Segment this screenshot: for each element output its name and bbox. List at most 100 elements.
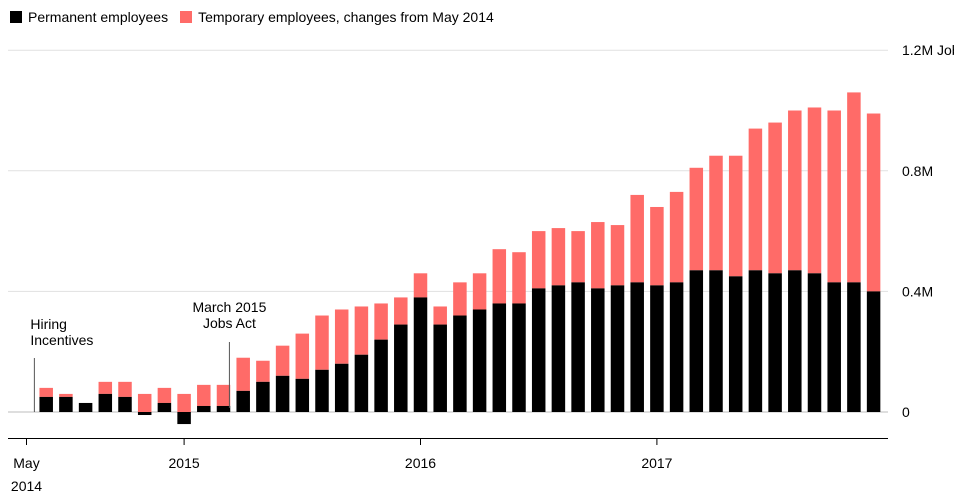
bar-permanent-10 (236, 390, 250, 412)
y-tick-label-1: 0.8M (902, 163, 933, 179)
bar-temporary-38 (788, 110, 802, 271)
bar-permanent-19 (413, 297, 428, 412)
bar-permanent-12 (275, 375, 290, 412)
bar-temporary-29 (610, 225, 625, 286)
y-tick-label-0: 1.2M Jobs (902, 42, 954, 58)
bar-temporary-15 (334, 309, 349, 364)
legend-item-temporary: Temporary employees, changes from May 20… (180, 9, 494, 25)
bar-permanent-2 (78, 402, 93, 412)
x-tick-label-0: May (13, 455, 39, 471)
bar-temporary-40 (827, 110, 841, 283)
annotation-0-line-0: Hiring (30, 316, 67, 332)
bar-temporary-23 (492, 249, 507, 304)
legend-swatch-temporary (180, 11, 193, 23)
bar-temporary-28 (591, 222, 605, 289)
bar-permanent-39 (807, 273, 822, 412)
bar-temporary-6 (157, 387, 172, 403)
bar-permanent-20 (433, 324, 447, 412)
bar-permanent-0 (39, 396, 53, 412)
bar-permanent-13 (295, 378, 310, 412)
annotation-1-line-1: Jobs Act (203, 315, 256, 331)
bar-permanent-4 (118, 396, 132, 412)
legend-label-permanent: Permanent employees (28, 9, 169, 25)
bar-temporary-9 (216, 384, 231, 406)
x-tick-label-1: 2015 (169, 455, 200, 471)
bar-permanent-33 (689, 270, 704, 412)
bar-permanent-37 (768, 273, 782, 412)
bar-temporary-30 (630, 194, 644, 283)
bar-temporary-35 (728, 155, 743, 277)
bar-temporary-33 (689, 167, 704, 271)
bar-temporary-42 (866, 113, 881, 292)
bar-temporary-13 (295, 333, 310, 379)
bar-temporary-34 (709, 155, 723, 271)
bar-permanent-9 (216, 405, 231, 412)
bar-permanent-27 (571, 282, 585, 412)
bar-permanent-24 (512, 303, 526, 412)
bar-temporary-41 (847, 92, 861, 283)
annotation-1-line-0: March 2015 (192, 299, 266, 315)
bar-temporary-0 (39, 387, 53, 397)
bar-permanent-42 (866, 291, 881, 412)
bar-temporary-22 (472, 273, 487, 310)
bar-permanent-35 (728, 276, 743, 412)
bar-temporary-25 (531, 231, 546, 289)
bar-temporary-32 (669, 191, 684, 283)
bar-permanent-31 (650, 285, 664, 412)
y-tick-label-3: 0 (902, 404, 910, 420)
bar-permanent-25 (531, 288, 546, 412)
bar-permanent-7 (177, 412, 191, 425)
bar-permanent-3 (98, 393, 113, 412)
bar-temporary-31 (650, 206, 664, 286)
bar-permanent-26 (551, 285, 566, 412)
bar-permanent-14 (315, 369, 329, 412)
annotation-0-line-1: Incentives (30, 332, 93, 348)
bar-temporary-17 (374, 303, 388, 340)
bar-permanent-6 (157, 402, 172, 412)
bar-permanent-16 (354, 354, 369, 412)
x-tick-label-2: 2016 (405, 455, 436, 471)
bar-temporary-7 (177, 393, 191, 412)
bar-temporary-11 (256, 360, 270, 382)
bar-temporary-8 (197, 384, 211, 406)
bar-permanent-1 (59, 396, 73, 412)
bar-permanent-38 (788, 270, 802, 412)
bar-permanent-28 (591, 288, 605, 412)
bar-temporary-37 (768, 122, 782, 274)
legend: Permanent employees Temporary employees,… (10, 6, 506, 28)
bar-temporary-21 (453, 282, 467, 316)
bar-temporary-24 (512, 252, 526, 304)
legend-item-permanent: Permanent employees (10, 9, 168, 25)
bar-permanent-5 (137, 412, 152, 416)
bar-temporary-39 (807, 107, 822, 274)
bar-permanent-34 (709, 270, 723, 412)
y-tick-label-2: 0.4M (902, 283, 933, 299)
bar-temporary-26 (551, 228, 566, 286)
x-tick-sublabel-0: 2014 (11, 478, 42, 494)
bar-temporary-1 (59, 393, 73, 397)
bar-permanent-18 (394, 324, 408, 412)
bar-permanent-22 (472, 309, 487, 412)
bar-permanent-15 (334, 363, 349, 412)
bar-permanent-23 (492, 303, 507, 412)
bar-permanent-21 (453, 315, 467, 412)
legend-swatch-permanent (10, 11, 22, 23)
bar-permanent-40 (827, 282, 841, 412)
bar-temporary-20 (433, 306, 447, 325)
bar-temporary-16 (354, 306, 369, 355)
bar-temporary-3 (98, 381, 113, 394)
bar-permanent-8 (197, 405, 211, 412)
bar-permanent-36 (748, 270, 763, 412)
bar-temporary-19 (413, 273, 428, 298)
bar-temporary-12 (275, 345, 290, 376)
x-tick-label-3: 2017 (641, 455, 672, 471)
legend-label-temporary: Temporary employees, changes from May 20… (198, 9, 494, 25)
bar-permanent-30 (630, 282, 644, 412)
bar-permanent-41 (847, 282, 861, 412)
bar-temporary-5 (137, 393, 152, 412)
bar-temporary-18 (394, 297, 408, 325)
bar-temporary-36 (748, 128, 763, 271)
bar-permanent-32 (669, 282, 684, 412)
bar-permanent-11 (256, 381, 270, 412)
